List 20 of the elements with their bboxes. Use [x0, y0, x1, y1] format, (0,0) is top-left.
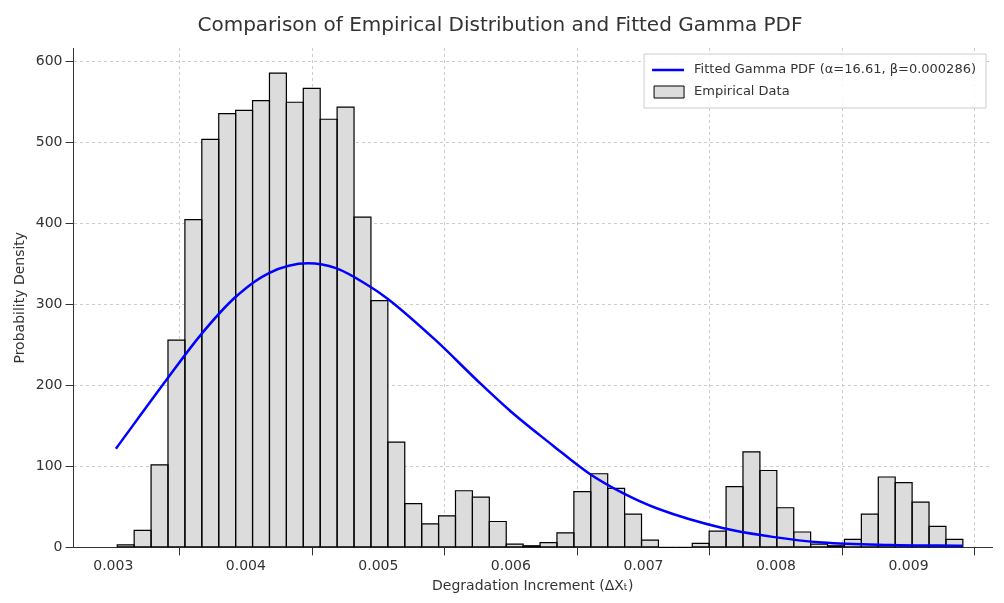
y-axis-title: Probability Density	[11, 231, 28, 364]
y-tick-label: 400	[35, 214, 63, 231]
chart-title: Comparison of Empirical Distribution and Fitted Gamma PDF	[197, 12, 803, 37]
x-tick-label: 0.008	[755, 557, 797, 574]
x-tick-label: 0.005	[358, 557, 399, 574]
y-tick-label: 200	[35, 376, 63, 393]
x-tick-label: 0.009	[888, 557, 929, 574]
y-tick-label: 0	[53, 538, 63, 555]
y-tick-label: 300	[35, 295, 63, 312]
x-tick-label: 0.007	[623, 557, 664, 574]
y-tick-label: 500	[35, 133, 63, 150]
line-series	[114, 262, 964, 548]
x-axis-title: Degradation Increment (ΔXₜ)	[432, 577, 634, 594]
y-tick-label: 600	[35, 52, 63, 69]
x-tick-label: 0.006	[490, 557, 532, 574]
legend-label: Empirical Data	[694, 83, 790, 99]
x-tick-label: 0.004	[225, 557, 266, 574]
x-tick-label: 0.003	[93, 557, 134, 574]
legend-label: Fitted Gamma PDF (α=16.61, β=0.000286)	[694, 61, 976, 77]
y-tick-label: 100	[35, 457, 63, 474]
